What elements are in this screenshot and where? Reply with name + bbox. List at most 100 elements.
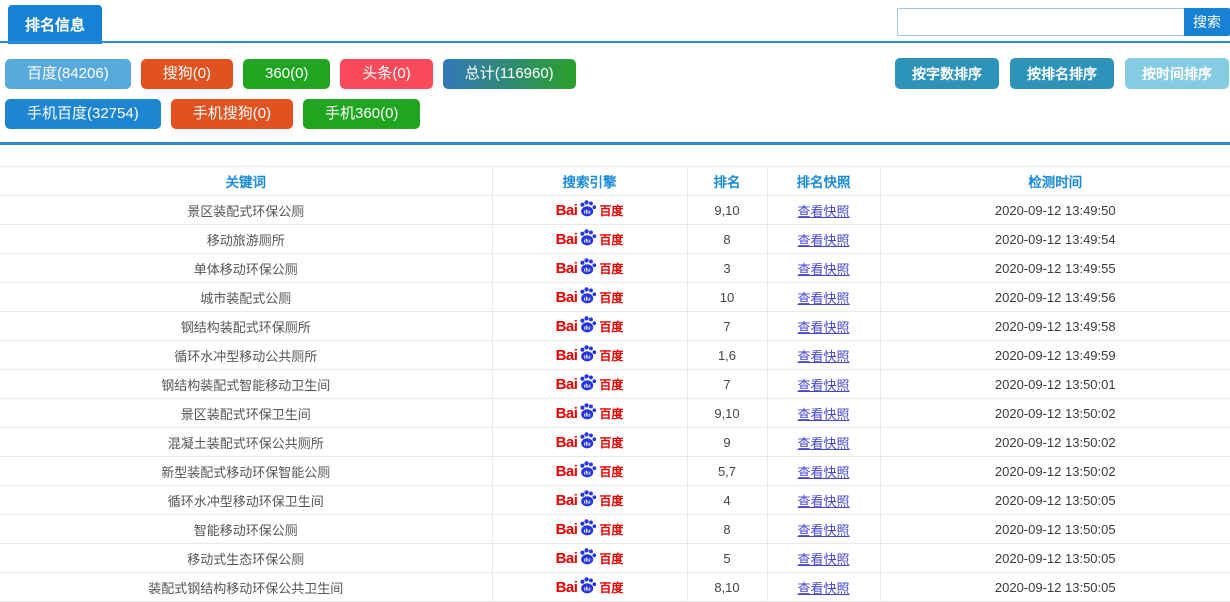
table-row: 循环水冲型移动公共厕所 Bai du 百度 1,6 查看快照 2020-09-12 …: [0, 340, 1230, 370]
baidu-logo: Bai du 百度: [556, 490, 623, 509]
baidu-paw-icon: du: [580, 258, 597, 275]
baidu-logo-bai: Bai: [555, 462, 578, 480]
baidu-logo: Bai du 百度: [555, 316, 624, 335]
search-input[interactable]: [897, 8, 1184, 36]
time-cell: 2020-09-12 13:50:02: [880, 456, 1230, 486]
svg-text:du: du: [584, 296, 591, 302]
engine-cell: Bai du 百度: [492, 224, 688, 254]
baidu-logo: Bai du 百度: [555, 548, 624, 567]
rank-cell: 9,10: [687, 195, 768, 225]
table-header-row: 关键词 搜索引擎 排名 排名快照 检测时间: [0, 166, 1230, 196]
view-snapshot-link[interactable]: 查看快照: [797, 319, 850, 335]
time-cell: 2020-09-12 13:49:55: [880, 253, 1230, 283]
keyword-cell: 城市装配式公厕: [0, 282, 493, 312]
rank-cell: 3: [687, 253, 768, 283]
svg-text:du: du: [584, 499, 591, 505]
section-divider-bar: [0, 142, 1230, 145]
col-header-engine: 搜索引擎: [492, 166, 688, 196]
sort-by-time-button[interactable]: 按时间排序: [1125, 58, 1229, 89]
baidu-logo-bai: Bai: [555, 259, 578, 277]
engine-cell: Bai du 百度: [492, 282, 688, 312]
keyword-cell: 钢结构装配式智能移动卫生间: [0, 369, 493, 399]
rank-cell: 8: [687, 514, 768, 544]
search-button[interactable]: 搜索: [1184, 8, 1230, 36]
keyword-cell: 移动旅游厕所: [0, 224, 493, 254]
view-snapshot-link[interactable]: 查看快照: [797, 348, 850, 364]
engine-filter-tab[interactable]: 搜狗(0): [140, 59, 234, 89]
tab-ranking-info[interactable]: 排名信息: [8, 5, 103, 44]
view-snapshot-link[interactable]: 查看快照: [797, 580, 850, 596]
table-row: 装配式钢结构移动环保公共卫生间 Bai du 百度 8,10 查看快照 2020-0…: [0, 572, 1230, 602]
view-snapshot-link[interactable]: 查看快照: [797, 464, 850, 480]
snapshot-cell: 查看快照: [767, 195, 881, 225]
keyword-cell: 循环水冲型移动公共厕所: [0, 340, 493, 370]
engine-filter-tab[interactable]: 360(0): [243, 59, 331, 89]
table-row: 循环水冲型移动环保卫生间 Bai du 百度 4 查看快照 2020-09-12 1…: [0, 485, 1230, 515]
keyword-cell: 移动式生态环保公厕: [0, 543, 493, 573]
view-snapshot-link[interactable]: 查看快照: [797, 406, 850, 422]
engine-filter-tab[interactable]: 百度(84206): [5, 59, 131, 89]
svg-text:du: du: [584, 354, 591, 360]
view-snapshot-link[interactable]: 查看快照: [797, 435, 850, 451]
table-row: 景区装配式环保公厕 Bai du 百度 9,10 查看快照 2020-09-12 1…: [0, 195, 1230, 225]
snapshot-cell: 查看快照: [767, 398, 881, 428]
engine-cell: Bai du 百度: [492, 514, 688, 544]
engine-filter-tab[interactable]: 头条(0): [340, 59, 433, 89]
engine-cell: Bai du 百度: [492, 572, 688, 602]
keyword-cell: 景区装配式环保公厕: [0, 195, 493, 225]
baidu-logo-bai: Bai: [555, 578, 578, 596]
baidu-logo-cn: 百度: [599, 551, 624, 566]
engine-cell: Bai du 百度: [492, 485, 688, 515]
baidu-paw-icon: du: [580, 519, 597, 536]
sort-by-wordcount-button[interactable]: 按字数排序: [895, 58, 999, 89]
baidu-logo-cn: 百度: [599, 377, 624, 392]
snapshot-cell: 查看快照: [767, 427, 881, 457]
time-cell: 2020-09-12 13:50:02: [880, 427, 1230, 457]
view-snapshot-link[interactable]: 查看快照: [797, 377, 850, 393]
view-snapshot-link[interactable]: 查看快照: [797, 551, 850, 567]
engine-cell: Bai du 百度: [492, 398, 688, 428]
svg-text:du: du: [584, 528, 591, 534]
baidu-logo-bai: Bai: [555, 317, 578, 335]
snapshot-cell: 查看快照: [767, 485, 881, 515]
baidu-logo-bai: Bai: [555, 549, 578, 567]
rank-cell: 9,10: [687, 398, 768, 428]
view-snapshot-link[interactable]: 查看快照: [797, 203, 850, 219]
engine-cell: Bai du 百度: [492, 427, 688, 457]
engine-filter-tab[interactable]: 手机360(0): [303, 99, 421, 129]
time-cell: 2020-09-12 13:49:59: [880, 340, 1230, 370]
view-snapshot-link[interactable]: 查看快照: [797, 493, 850, 509]
table-row: 智能移动环保公厕 Bai du 百度 8 查看快照 2020-09-12 13:50…: [0, 514, 1230, 544]
ranking-table: 关键词 搜索引擎 排名 排名快照 检测时间 景区装配式环保公厕 Bai du 百…: [0, 166, 1230, 602]
view-snapshot-link[interactable]: 查看快照: [797, 290, 850, 306]
baidu-logo: Bai du 百度: [556, 200, 624, 219]
svg-text:du: du: [584, 470, 591, 476]
engine-filter-tab[interactable]: 总计(116960): [442, 59, 576, 89]
col-header-keyword: 关键词: [0, 166, 493, 196]
table-body: 景区装配式环保公厕 Bai du 百度 9,10 查看快照 2020-09-12 1…: [0, 195, 1230, 602]
view-snapshot-link[interactable]: 查看快照: [797, 232, 850, 248]
view-snapshot-link[interactable]: 查看快照: [797, 261, 850, 277]
baidu-logo-cn: 百度: [599, 203, 624, 218]
svg-text:du: du: [584, 441, 591, 447]
snapshot-cell: 查看快照: [767, 543, 881, 573]
snapshot-cell: 查看快照: [767, 224, 881, 254]
view-snapshot-link[interactable]: 查看快照: [797, 522, 850, 538]
snapshot-cell: 查看快照: [767, 282, 881, 312]
rank-cell: 7: [687, 311, 768, 341]
baidu-logo-bai: Bai: [555, 375, 578, 393]
baidu-logo-cn: 百度: [599, 348, 624, 363]
svg-text:du: du: [584, 325, 591, 331]
snapshot-cell: 查看快照: [767, 253, 881, 283]
baidu-logo: Bai du 百度: [555, 577, 623, 596]
engine-filter-tab[interactable]: 手机搜狗(0): [170, 99, 294, 129]
engine-filter-tab[interactable]: 手机百度(32754): [5, 99, 161, 129]
baidu-logo-bai: Bai: [555, 346, 578, 364]
svg-text:du: du: [584, 557, 591, 563]
snapshot-cell: 查看快照: [767, 572, 881, 602]
table-row: 钢结构装配式智能移动卫生间 Bai du 百度 7 查看快照 2020-09-12 …: [0, 369, 1230, 399]
sort-by-rank-button[interactable]: 按排名排序: [1010, 58, 1114, 89]
baidu-paw-icon: du: [580, 432, 597, 449]
time-cell: 2020-09-12 13:50:01: [880, 369, 1230, 399]
baidu-logo-cn: 百度: [599, 319, 624, 334]
